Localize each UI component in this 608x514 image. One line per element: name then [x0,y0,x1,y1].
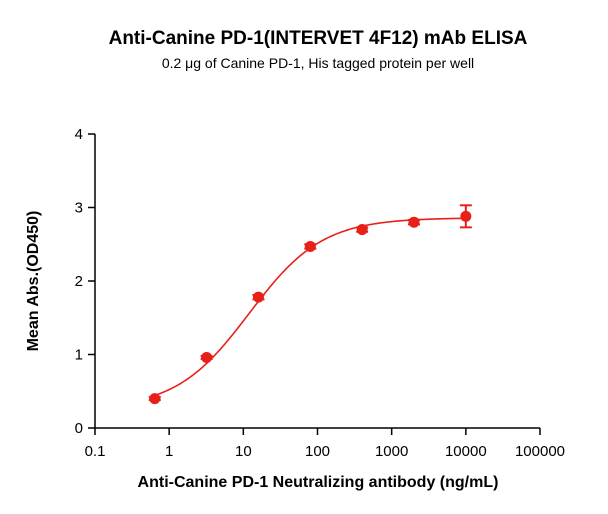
data-point [304,240,316,252]
data-point [149,393,161,405]
y-tick-label: 1 [75,347,83,364]
x-ticks: 0.1 1 10 100 1000 10000 100000 [85,428,565,460]
data-point [408,216,420,228]
data-point [460,210,472,222]
y-axis-label: Mean Abs.(OD450) [25,211,42,352]
y-ticks: 0 1 2 3 4 [75,126,95,437]
y-tick-label: 4 [75,126,83,143]
data-points [149,210,472,405]
data-point [252,291,264,303]
x-tick-label: 1 [165,443,173,460]
y-tick-label: 2 [75,273,83,290]
x-tick-label: 10 [235,443,252,460]
x-axis-label: Anti-Canine PD-1 Neutralizing antibody (… [138,474,499,491]
x-tick-label: 100 [305,443,330,460]
y-tick-label: 0 [75,420,83,437]
data-point [201,351,213,363]
axes [94,134,540,429]
x-tick-label: 0.1 [85,443,106,460]
x-tick-label: 1000 [375,443,408,460]
chart-subtitle: 0.2 μg of Canine PD-1, His tagged protei… [162,55,474,71]
chart-title: Anti-Canine PD-1(INTERVET 4F12) mAb ELIS… [109,28,528,49]
y-tick-label: 3 [75,200,83,217]
x-tick-label: 10000 [445,443,487,460]
data-point [356,224,368,236]
x-tick-label: 100000 [515,443,565,460]
